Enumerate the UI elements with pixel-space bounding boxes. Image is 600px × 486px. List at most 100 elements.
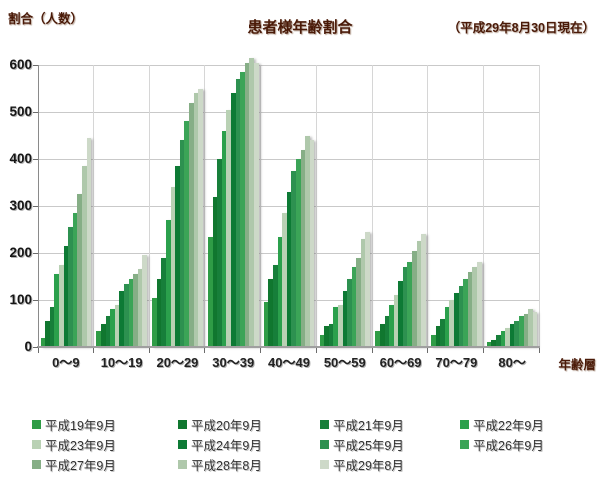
y-tick-mark <box>33 112 38 113</box>
bar <box>68 227 73 347</box>
bar <box>193 93 199 347</box>
bar <box>179 140 185 347</box>
bar <box>40 337 46 347</box>
bar <box>324 325 329 347</box>
x-tick-mark <box>204 348 206 353</box>
y-axis-title: 割合（人数） <box>8 12 84 26</box>
legend-marker-icon <box>320 440 329 449</box>
bar <box>77 194 82 347</box>
bar <box>337 304 343 347</box>
legend-label: 平成24年9月 <box>191 439 262 453</box>
x-tick-mark <box>148 348 150 353</box>
bar <box>509 324 515 347</box>
bar <box>133 274 138 347</box>
gridline-h <box>38 112 540 113</box>
bar <box>119 290 124 347</box>
x-tick-label: 50〜59 <box>323 355 366 370</box>
bar <box>272 264 278 347</box>
legend-marker-icon <box>320 420 329 429</box>
legend-marker-icon <box>178 460 187 469</box>
x-tick-label: 80〜 <box>498 355 526 370</box>
bar <box>449 300 455 347</box>
bar <box>188 102 194 347</box>
bar <box>431 335 436 347</box>
legend-item: 平成22年9月 <box>460 415 544 434</box>
bar <box>226 109 231 347</box>
bar <box>142 255 147 347</box>
x-tick-mark <box>38 348 39 353</box>
bar <box>384 316 390 347</box>
gridline-v <box>483 65 485 347</box>
chart-title: 患者様年齢割合 <box>247 19 353 36</box>
x-axis-title: 年齢層 <box>558 358 596 372</box>
bar <box>184 121 189 347</box>
bar <box>305 135 310 347</box>
legend-label: 平成25年9月 <box>333 439 404 453</box>
x-tick-label: 10〜19 <box>100 355 143 370</box>
bar <box>277 236 283 347</box>
legend-item: 平成26年9月 <box>460 435 544 454</box>
y-tick-label: 600 <box>9 57 32 72</box>
legend-label: 平成21年9月 <box>333 419 404 433</box>
x-tick-label: 20〜29 <box>156 355 199 370</box>
legend-item: 平成21年9月 <box>320 415 460 434</box>
y-axis-tick-labels: 0 100 200 300 400 500 600 <box>0 57 32 354</box>
bar <box>45 321 50 347</box>
bar <box>514 321 520 347</box>
x-tick-label: 40〜49 <box>268 355 310 370</box>
x-tick-mark <box>427 348 429 353</box>
bar <box>161 257 166 347</box>
bar <box>49 307 55 347</box>
bar <box>500 330 506 347</box>
x-axis-tick-labels: 0〜9 10〜19 20〜29 30〜39 40〜49 50〜59 60〜69 70〜79 80… <box>38 352 540 371</box>
bar <box>123 283 129 347</box>
bar <box>342 290 348 347</box>
bar <box>365 231 371 347</box>
bar <box>207 236 213 347</box>
bar <box>379 323 385 347</box>
bar <box>175 166 180 347</box>
bar <box>402 267 408 347</box>
bar <box>72 213 78 347</box>
y-tick-label: 200 <box>9 245 32 260</box>
y-tick-label: 400 <box>9 151 32 166</box>
bar-group-40〜49 <box>261 65 317 347</box>
gridline-v <box>371 65 373 347</box>
legend-marker-icon <box>32 420 41 429</box>
y-tick-mark <box>33 300 38 301</box>
bar <box>309 140 315 347</box>
bar <box>486 342 492 347</box>
legend-marker-icon <box>320 460 329 469</box>
bar <box>128 278 134 347</box>
bar <box>528 309 533 347</box>
legend-marker-icon <box>460 440 469 449</box>
bar <box>249 57 254 347</box>
legend-item: 平成20年9月 <box>178 415 320 434</box>
bar <box>170 187 176 347</box>
bar <box>198 88 203 347</box>
bar <box>360 238 366 347</box>
bar <box>393 295 399 347</box>
bar <box>467 271 473 347</box>
bar <box>356 257 361 347</box>
gridline-v <box>148 65 150 347</box>
bar <box>54 274 59 347</box>
bar <box>347 278 352 347</box>
bar-group-80〜 <box>484 65 540 347</box>
bar <box>86 137 92 347</box>
bar <box>282 213 287 347</box>
y-tick-mark <box>33 253 38 254</box>
bar <box>156 278 162 347</box>
legend-label: 平成23年9月 <box>45 439 116 453</box>
legend-marker-icon <box>460 420 469 429</box>
bar <box>101 323 106 347</box>
bar <box>454 292 459 347</box>
gridline-v <box>92 65 94 347</box>
legend-item: 平成29年8月 <box>320 455 460 474</box>
x-tick-label: 60〜69 <box>379 355 422 370</box>
y-tick-mark <box>33 65 38 66</box>
legend: 平成19年9月 平成20年9月 平成21年9月 平成22年9月 平成23年9月 平成24年… <box>32 415 544 474</box>
gridline-v <box>539 65 540 347</box>
bar <box>523 314 529 347</box>
bar <box>212 196 218 347</box>
